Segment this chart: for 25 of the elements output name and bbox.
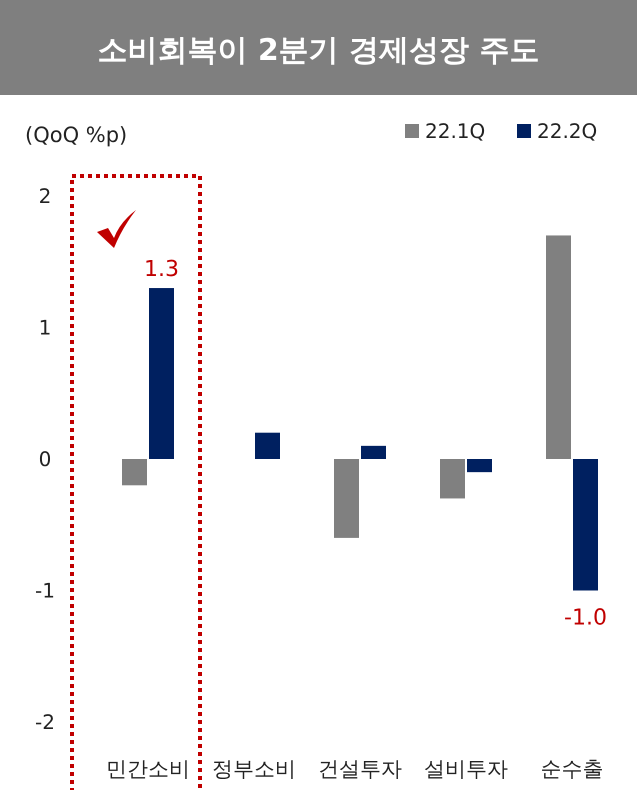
x-tick-label: 설비투자 <box>424 757 508 781</box>
y-tick-label: 0 <box>38 447 52 471</box>
data-label: 1.3 <box>144 257 179 282</box>
bar <box>255 432 280 459</box>
bar <box>122 459 147 486</box>
x-tick-label: 건설투자 <box>318 757 402 781</box>
bar <box>573 459 598 590</box>
bar <box>149 288 174 459</box>
y-tick-label: 1 <box>38 316 52 340</box>
bar <box>361 446 386 459</box>
y-axis-title: (QoQ %p) <box>25 123 128 147</box>
y-tick-label: -2 <box>35 710 55 734</box>
x-tick-label: 정부소비 <box>212 757 296 781</box>
bar <box>440 459 465 498</box>
x-tick-label: 순수출 <box>540 757 604 781</box>
legend-label: 22.2Q <box>537 119 598 143</box>
bar <box>546 235 571 459</box>
y-tick-label: 2 <box>38 184 52 208</box>
bar <box>334 459 359 538</box>
legend-label: 22.1Q <box>425 119 486 143</box>
chart-title: 소비회복이 2분기 경제성장 주도 <box>97 33 540 68</box>
bar <box>467 459 492 472</box>
x-tick-label: 민간소비 <box>106 757 190 781</box>
data-label: -1.0 <box>564 606 607 630</box>
y-tick-label: -1 <box>35 578 55 602</box>
